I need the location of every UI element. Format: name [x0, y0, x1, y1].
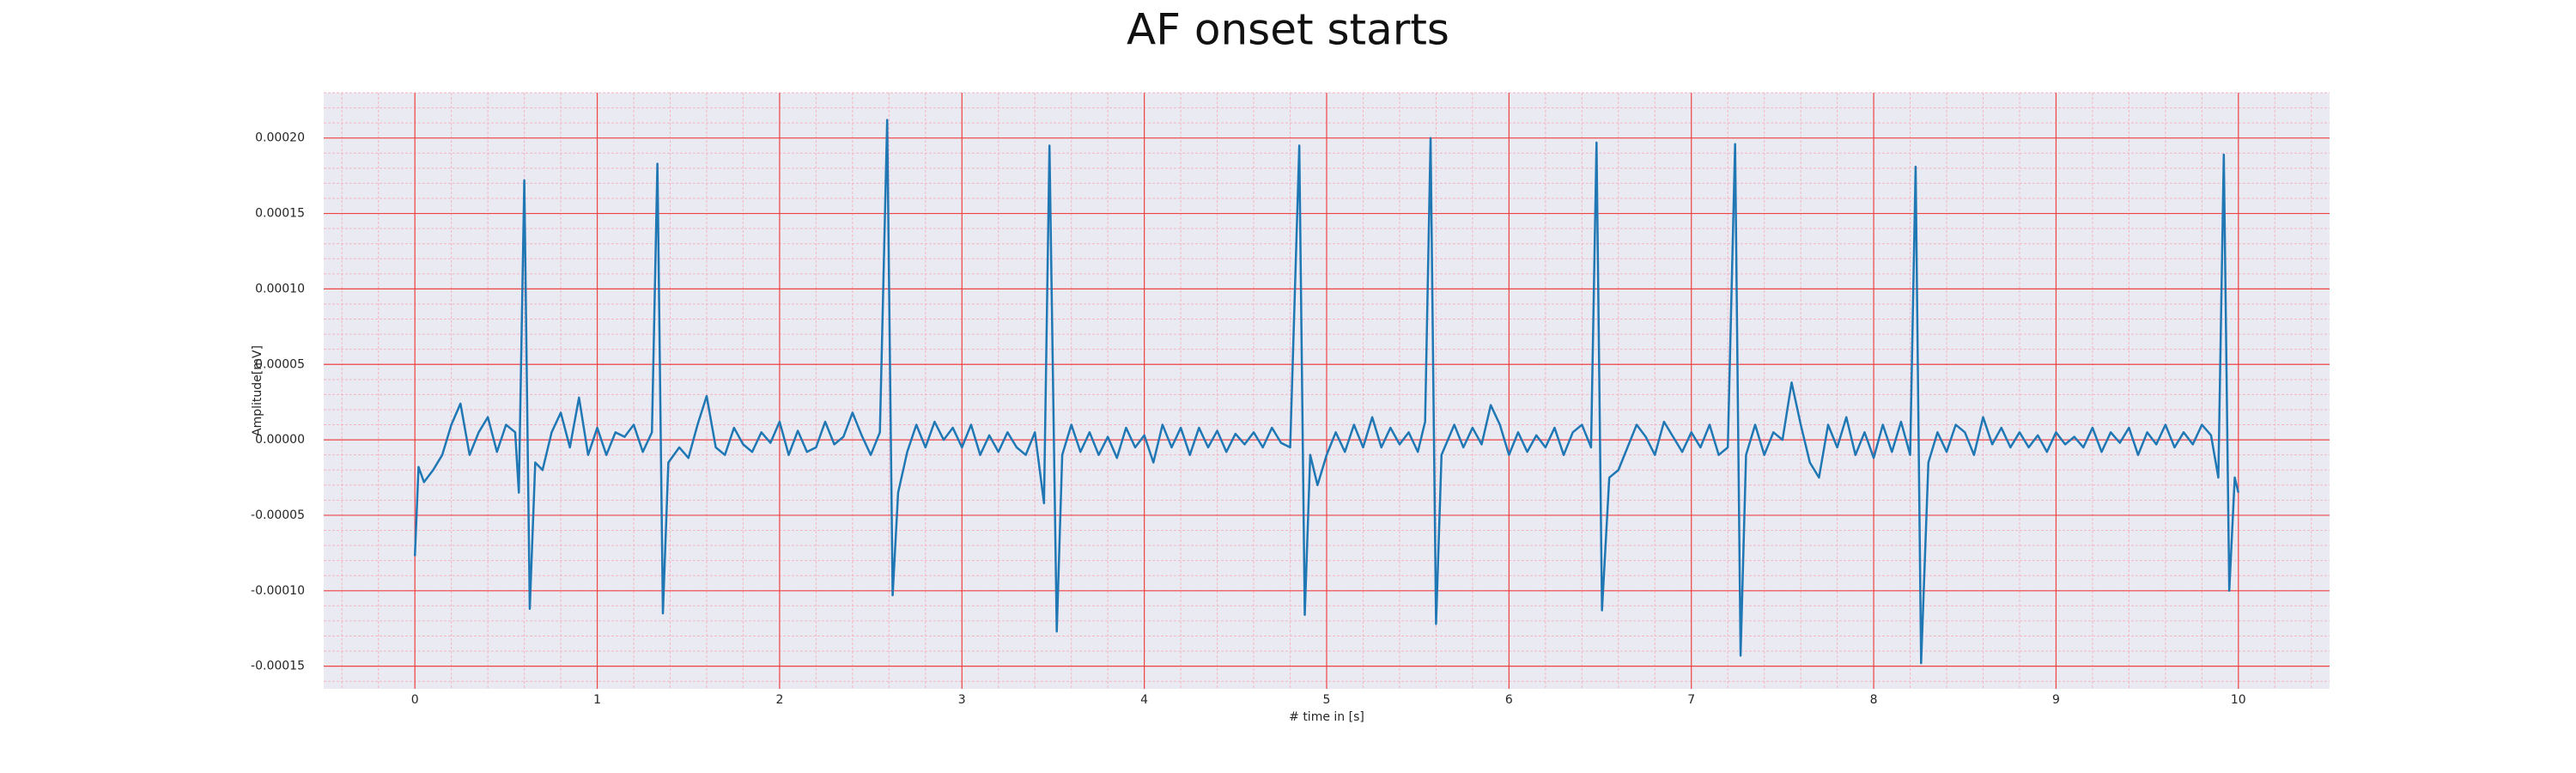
x-tick-label: 3: [958, 693, 966, 707]
chart-title: AF onset starts: [1127, 5, 1449, 55]
y-tick-label: 0.00005: [255, 357, 305, 371]
y-tick-label: 0.00010: [255, 282, 305, 295]
x-tick-label: 7: [1687, 693, 1695, 707]
x-tick-label: 1: [593, 693, 601, 707]
x-tick-label: 2: [775, 693, 783, 707]
x-axis-label: # time in [s]: [1289, 710, 1364, 724]
y-tick-label: 0.00020: [255, 131, 305, 145]
x-tick-label: 0: [411, 693, 419, 707]
y-tick-label: 0.00015: [255, 207, 305, 221]
x-tick-label: 6: [1505, 693, 1513, 707]
signal-line: [413, 119, 2240, 665]
x-tick-label: 9: [2052, 693, 2060, 707]
x-tick-label: 5: [1323, 693, 1331, 707]
y-tick-label: -0.00015: [251, 660, 305, 673]
y-tick-label: 0.00000: [255, 433, 305, 447]
x-tick-label: 10: [2231, 693, 2246, 707]
y-axis-label: Amplitude[mV]: [251, 345, 264, 436]
y-tick-label: -0.00010: [251, 584, 305, 598]
x-tick-label: 4: [1140, 693, 1148, 707]
y-tick-label: -0.00005: [251, 508, 305, 522]
x-tick-label: 8: [1870, 693, 1878, 707]
